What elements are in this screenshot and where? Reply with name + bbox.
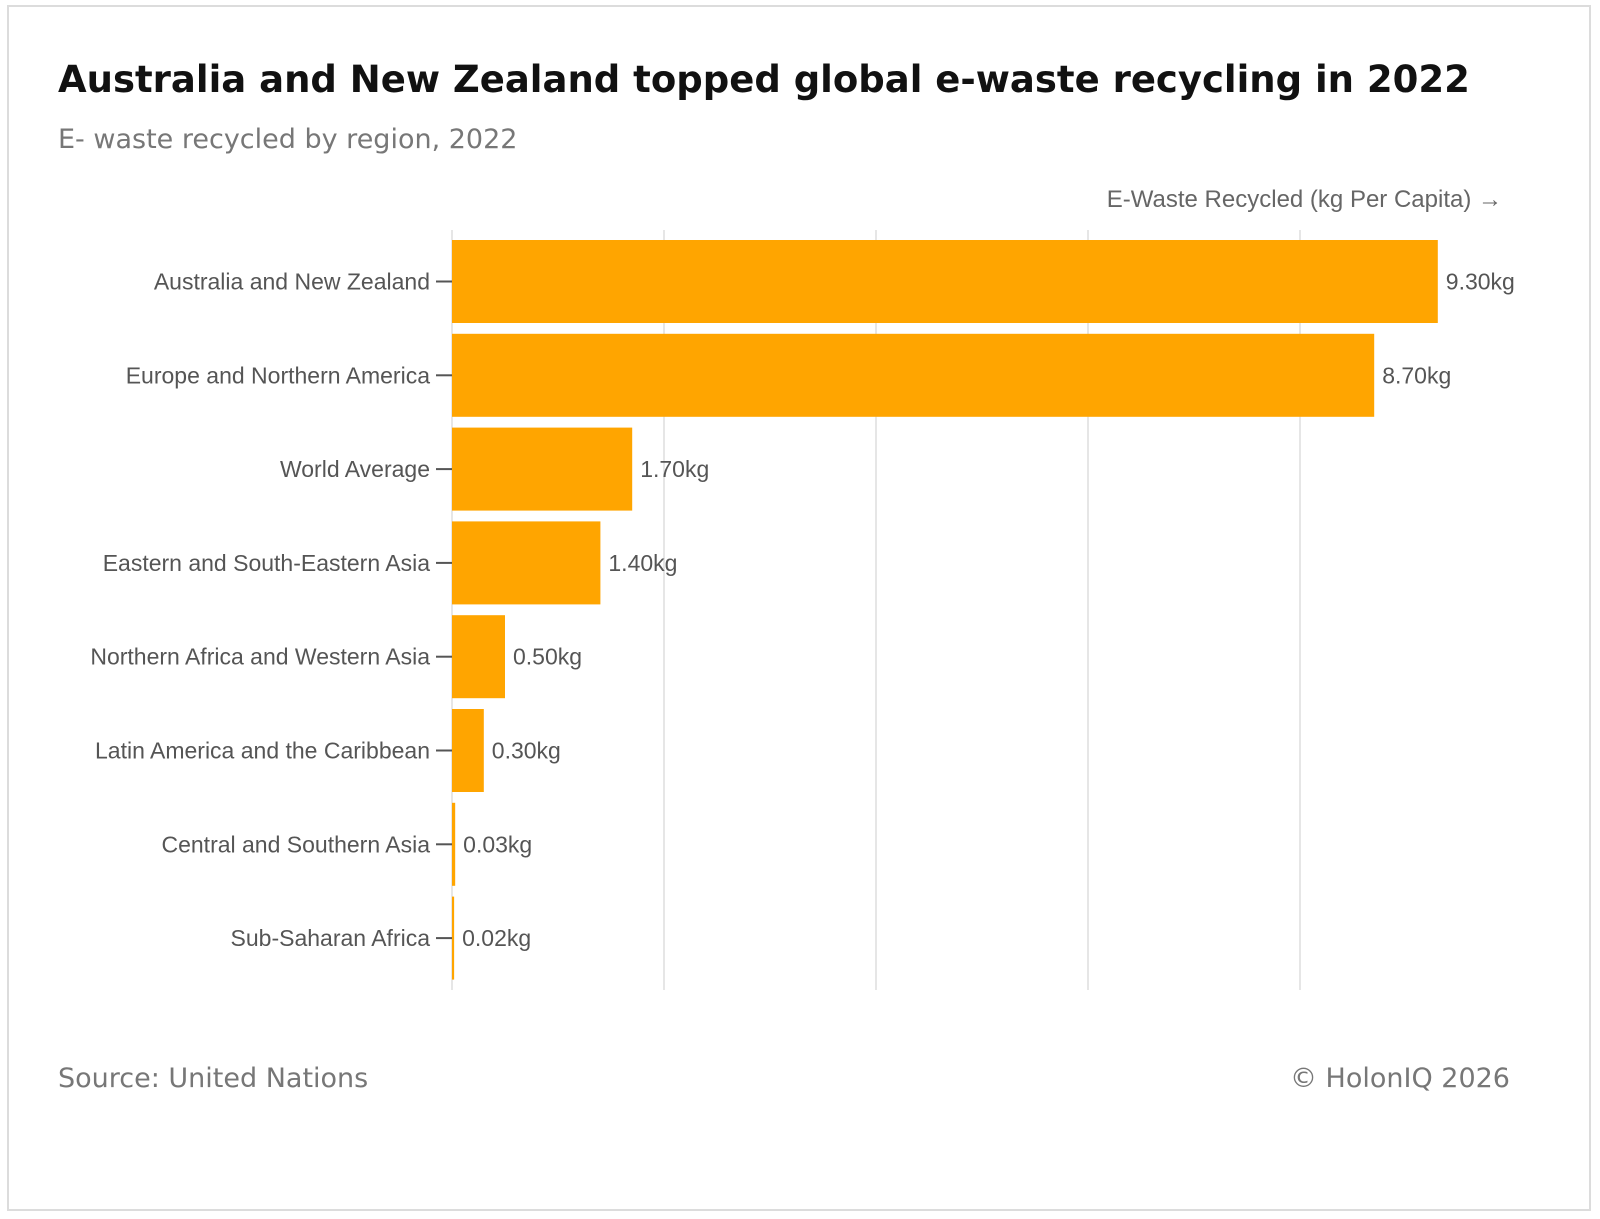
category-label: Eastern and South-Eastern Asia bbox=[103, 550, 431, 576]
value-label: 1.40kg bbox=[608, 550, 677, 576]
category-label: Latin America and the Caribbean bbox=[95, 738, 430, 764]
category-label: Europe and Northern America bbox=[126, 362, 430, 388]
bar bbox=[452, 521, 601, 605]
chart-title: Australia and New Zealand topped global … bbox=[58, 58, 1470, 101]
category-label: World Average bbox=[280, 456, 430, 482]
value-label: 1.70kg bbox=[640, 456, 709, 482]
bar bbox=[452, 615, 505, 699]
x-axis-label: E-Waste Recycled (kg Per Capita) → bbox=[1106, 186, 1502, 213]
bar bbox=[452, 802, 456, 886]
chart-card bbox=[7, 5, 1591, 1211]
bars bbox=[452, 240, 1438, 980]
category-label: Central and Southern Asia bbox=[161, 831, 430, 857]
labels: Australia and New Zealand 9.30kg Europe an… bbox=[90, 269, 1515, 952]
value-label: 0.03kg bbox=[463, 831, 532, 857]
bar bbox=[452, 427, 633, 511]
value-label: 0.50kg bbox=[513, 644, 582, 670]
value-label: 0.02kg bbox=[462, 925, 531, 951]
bar bbox=[452, 333, 1375, 417]
copyright-note: © HolonIQ 2026 bbox=[1289, 1063, 1510, 1094]
category-label: Northern Africa and Western Asia bbox=[90, 644, 430, 670]
bar bbox=[452, 240, 1438, 323]
chart-subtitle: E- waste recycled by region, 2022 bbox=[58, 124, 518, 155]
value-label: 9.30kg bbox=[1446, 269, 1515, 295]
bar bbox=[452, 896, 455, 980]
bar bbox=[452, 709, 484, 792]
value-label: 8.70kg bbox=[1382, 362, 1451, 388]
value-label: 0.30kg bbox=[492, 738, 561, 764]
source-note: Source: United Nations bbox=[58, 1063, 369, 1094]
category-label: Sub-Saharan Africa bbox=[231, 925, 431, 951]
category-label: Australia and New Zealand bbox=[154, 269, 430, 295]
